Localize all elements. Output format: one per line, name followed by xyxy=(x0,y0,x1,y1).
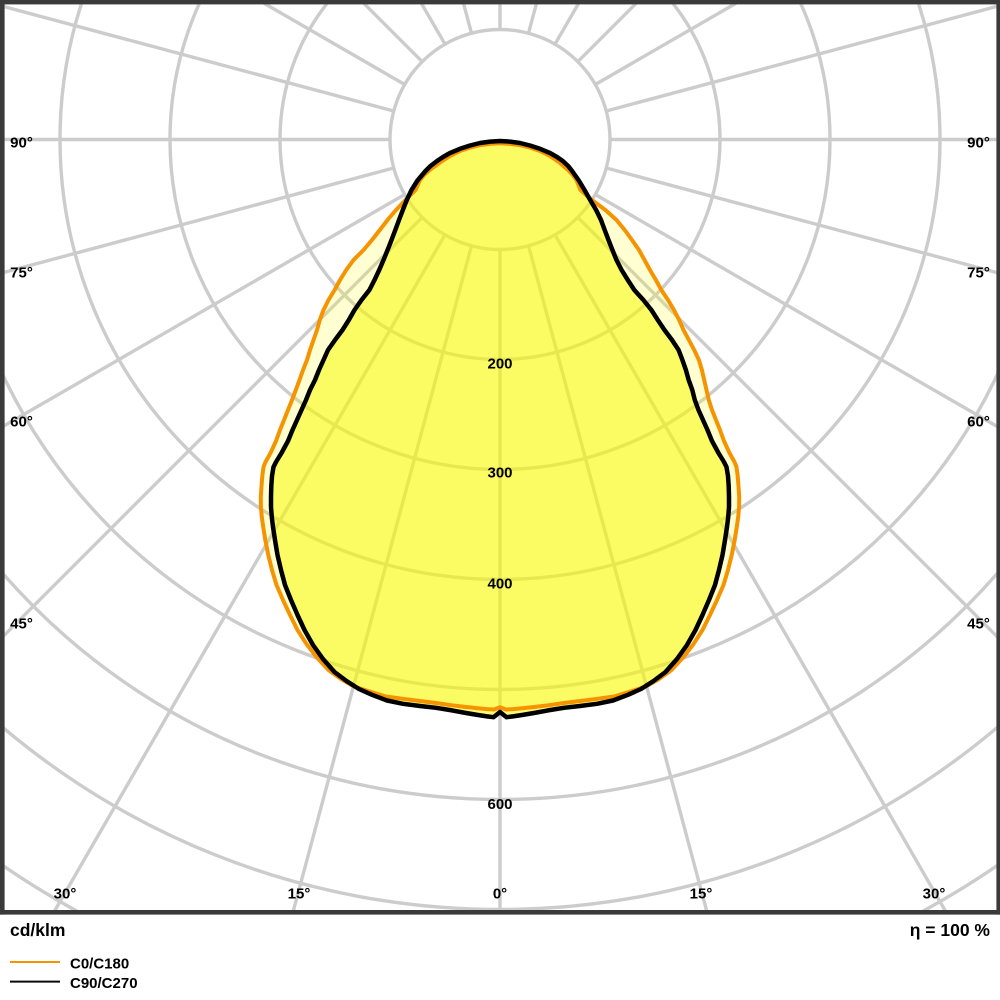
svg-text:cd/klm: cd/klm xyxy=(10,920,65,940)
svg-text:15°: 15° xyxy=(690,886,713,903)
svg-text:90°: 90° xyxy=(10,135,33,152)
svg-text:90°: 90° xyxy=(967,135,990,152)
svg-text:600: 600 xyxy=(487,796,512,813)
svg-text:400: 400 xyxy=(487,576,512,593)
svg-text:75°: 75° xyxy=(10,265,33,282)
svg-text:200: 200 xyxy=(487,355,512,372)
svg-text:45°: 45° xyxy=(10,616,33,633)
svg-text:60°: 60° xyxy=(967,414,990,431)
svg-text:C0/C180: C0/C180 xyxy=(70,956,129,973)
svg-text:η = 100 %: η = 100 % xyxy=(910,920,991,940)
svg-text:75°: 75° xyxy=(967,265,990,282)
svg-text:15°: 15° xyxy=(288,886,311,903)
svg-text:0°: 0° xyxy=(493,886,507,903)
svg-text:45°: 45° xyxy=(967,616,990,633)
svg-text:300: 300 xyxy=(487,465,512,482)
svg-text:60°: 60° xyxy=(10,414,33,431)
svg-text:C90/C270: C90/C270 xyxy=(70,975,138,992)
svg-text:30°: 30° xyxy=(923,886,946,903)
svg-text:30°: 30° xyxy=(54,886,77,903)
